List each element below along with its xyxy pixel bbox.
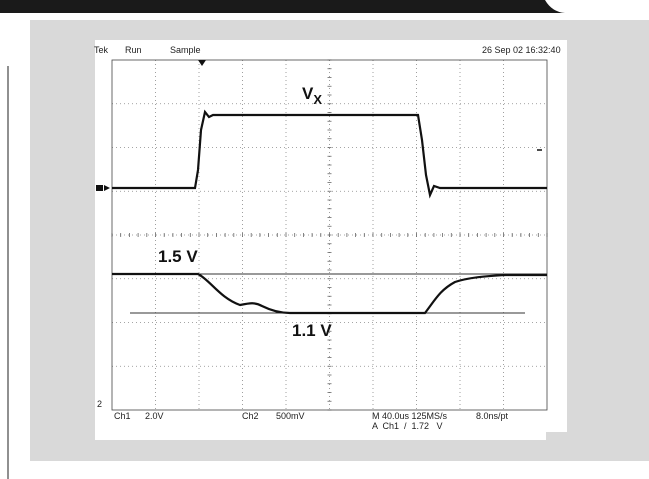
graticule <box>111 59 548 411</box>
scope-screen <box>95 40 567 440</box>
low-label: 1.1 V <box>292 321 332 340</box>
header-cap <box>0 0 649 13</box>
ch2-trace <box>112 272 547 315</box>
state: Run <box>125 45 142 55</box>
high-label: 1.5 V <box>158 247 198 266</box>
ch1-label: Ch1 <box>114 411 131 421</box>
vx-label: VX <box>302 84 322 107</box>
timestamp: 26 Sep 02 16:32:40 <box>482 45 561 55</box>
trigger-setting: A Ch1 / 1.72 V <box>372 421 443 431</box>
header-bar <box>0 0 565 13</box>
ch1-trace <box>112 109 547 199</box>
resolution: 8.0ns/pt <box>476 411 509 421</box>
brand: Tek <box>94 45 109 55</box>
ch1-scale: 2.0V <box>145 411 164 421</box>
graticule-border <box>111 59 548 411</box>
ch1-marker <box>96 185 110 191</box>
timebase: M 40.0us 125MS/s <box>372 411 448 421</box>
ch2-label: Ch2 <box>242 411 259 421</box>
vx-main: V <box>302 84 314 103</box>
trigger-position <box>198 60 206 66</box>
corner-notch <box>546 432 567 440</box>
ch2-marker: 2 <box>97 399 102 409</box>
mode: Sample <box>170 45 201 55</box>
ch2-scale: 500mV <box>276 411 305 421</box>
vx-sub: X <box>313 92 322 107</box>
